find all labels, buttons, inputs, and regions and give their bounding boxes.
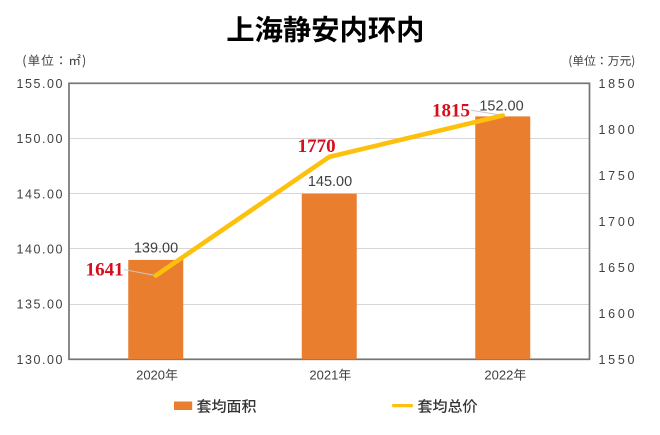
svg-text:155.00: 155.00 [17, 77, 63, 91]
svg-text:1641: 1641 [86, 260, 124, 281]
svg-text:130.00: 130.00 [17, 353, 63, 367]
svg-text:145.00: 145.00 [308, 174, 352, 190]
svg-text:2020: 2020 [136, 368, 165, 383]
svg-text:140.00: 140.00 [17, 243, 63, 257]
svg-text:139.00: 139.00 [134, 240, 178, 256]
svg-text:150.00: 150.00 [17, 132, 63, 146]
svg-text:145.00: 145.00 [17, 187, 63, 201]
svg-text:152.00: 152.00 [479, 98, 523, 114]
svg-text:2022: 2022 [484, 368, 513, 383]
svg-text:1815: 1815 [432, 101, 470, 122]
svg-text:2021: 2021 [309, 368, 338, 383]
svg-text:1770: 1770 [298, 136, 336, 157]
svg-text:135.00: 135.00 [17, 298, 63, 312]
